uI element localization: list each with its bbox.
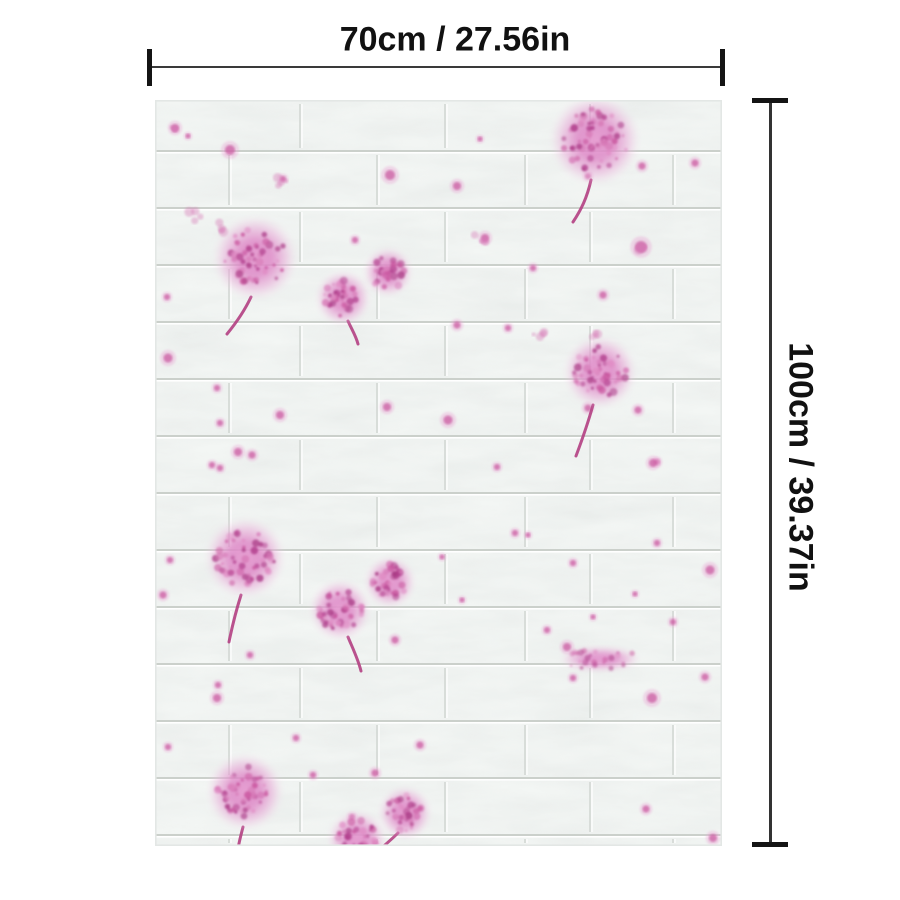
mortar-line [155,777,722,779]
seed-fluff [197,213,204,220]
dandelion [213,216,297,300]
mortar-line [155,492,722,494]
mortar-line [155,606,722,608]
seed-fluff [272,172,283,183]
seed-fluff [215,218,224,227]
width-dimension-line [149,66,722,68]
seed-fluff [171,127,177,133]
mortar-line [155,663,722,665]
seed-fluff [191,217,199,225]
width-dimension-tick-right [720,49,725,86]
mortar-line [155,834,722,836]
seed-fluff [633,245,644,255]
mortar-line [155,435,722,437]
dandelion-stem [574,403,595,458]
seed-fluff [642,244,648,249]
dandelion-stem [225,295,253,336]
mortar-line [155,264,722,266]
mortar-line [155,150,722,152]
seed-fluff [531,332,536,337]
panel-edge [155,100,722,846]
seed-fluff [283,178,289,184]
dandelion [379,787,431,839]
dandelion [316,271,370,325]
seed-fluff [481,238,490,246]
dandelion [205,518,285,598]
dandelion [364,248,412,296]
mortar-line [155,321,722,323]
dandelion [310,580,370,640]
mortar-line [155,378,722,380]
dandelion [564,336,636,408]
dandelion-stem [346,635,363,673]
seed-fluff [539,327,549,337]
plaster-texture [155,100,722,846]
mortar-line [155,549,722,551]
seed-fluff [275,182,282,189]
wall-panel-image [155,100,722,846]
height-dimension-tick-bottom [752,842,788,847]
dandelion [207,754,283,830]
dandelion-tuft [560,647,640,671]
dandelion [365,557,415,607]
seed-fluff [191,207,200,216]
width-dimension-label: 70cm / 27.56in [339,20,571,59]
mortar-line [155,720,722,722]
width-dimension-tick-left [147,49,152,86]
dandelion-stem [227,593,243,644]
height-dimension-line [769,100,772,844]
mortar-line [155,207,722,209]
dandelion [550,100,640,185]
height-dimension-label: 100cm / 39.37in [781,342,820,592]
seed-fluff [470,231,479,239]
height-dimension-tick-top [752,98,788,103]
